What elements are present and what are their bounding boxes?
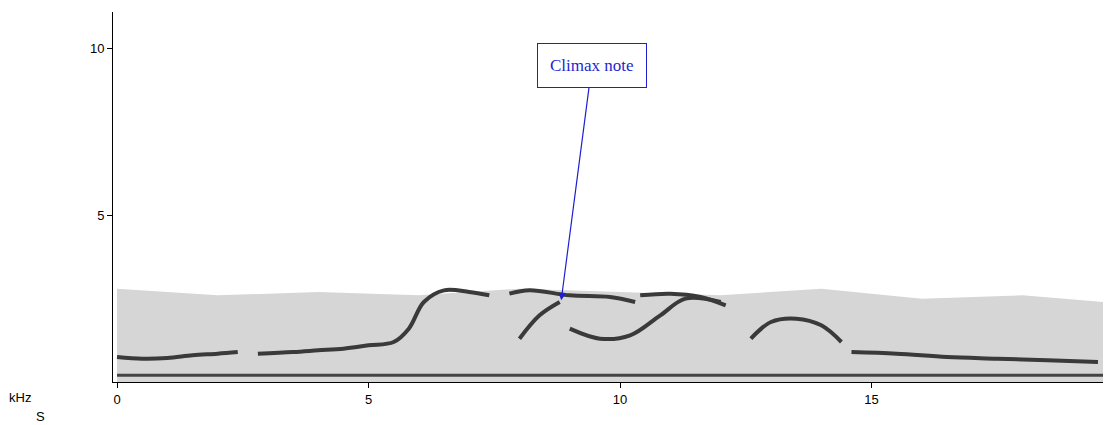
svg-text:S: S — [36, 409, 45, 424]
svg-text:Climax note: Climax note — [550, 56, 634, 75]
svg-text:10: 10 — [613, 392, 627, 407]
svg-text:5: 5 — [365, 392, 372, 407]
svg-text:kHz: kHz — [9, 390, 31, 405]
svg-text:5: 5 — [97, 208, 104, 223]
svg-text:15: 15 — [864, 392, 878, 407]
svg-text:10: 10 — [90, 41, 104, 56]
svg-text:0: 0 — [113, 392, 120, 407]
